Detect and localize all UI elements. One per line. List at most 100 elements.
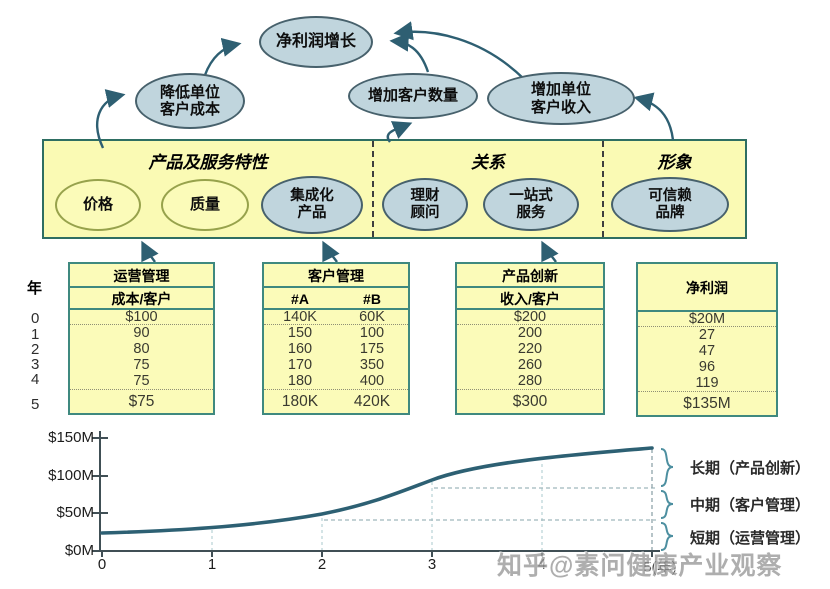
table-product-innovation: 产品创新 收入/客户 $200 200 220 260 280 $300 [455, 262, 605, 415]
table-customer-management: 客户管理 #A #B 140K 60K 150 100 160 175 170 … [262, 262, 410, 415]
band-ellipse-price: 价格 [55, 179, 141, 231]
table-title: 净利润 [638, 264, 776, 312]
annotation-long-term: 长期（产品创新） [690, 460, 811, 477]
table-row: 90 [133, 325, 150, 341]
band-ellipse-quality: 质量 [161, 179, 249, 231]
table-column-headers: #A #B [264, 288, 408, 310]
table-row: 75 [133, 357, 150, 373]
column-header-b: #B [363, 291, 381, 307]
net-profit-line-chart [92, 431, 674, 557]
table-final-row: $135M [638, 391, 776, 415]
cell: 160 [287, 341, 313, 357]
band-section-title: 产品及服务特性 [148, 153, 268, 172]
table-row: 96 [698, 359, 716, 375]
band-section-product-service: 产品及服务特性 [44, 141, 372, 237]
table-row: 200 [517, 325, 543, 341]
table-row: 170 350 [264, 357, 408, 373]
cell: 140K [283, 309, 317, 325]
year-tick: 1 [31, 326, 40, 343]
cell: 350 [359, 357, 385, 373]
year-tick: 2 [31, 341, 40, 358]
y-tick-label: $50M [56, 504, 94, 521]
table-final-row: $300 [457, 389, 603, 413]
arrow-band-to-increase-revenue [633, 92, 675, 141]
arrow-band-to-increase-customers [386, 121, 413, 143]
arrow-increase-customers-to-goal [389, 32, 430, 73]
year-tick: 0 [31, 310, 40, 327]
table-row: 140K 60K [264, 310, 408, 325]
axes [92, 431, 660, 557]
brace-short-term [660, 522, 674, 551]
column-header-a: #A [291, 291, 309, 307]
arrow-operations-table-to-band [141, 240, 159, 263]
arrow-product-table-to-band [541, 240, 559, 263]
table-final-row: $75 [70, 389, 213, 413]
year-axis-label: 年 [27, 280, 43, 297]
y-tick-label: $0M [64, 542, 94, 559]
watermark: 知乎@素问健康产业观察 [497, 552, 783, 580]
driver-ellipse-increase-customers: 增加客户数量 [348, 73, 478, 119]
table-subtitle: 成本/客户 [70, 288, 213, 310]
cell: 400 [359, 373, 385, 389]
cell: 170 [287, 357, 313, 373]
table-row: 150 100 [264, 325, 408, 341]
cell: 175 [359, 341, 385, 357]
table-row: 27 [698, 327, 716, 343]
horizontal-boundary-gridlines [324, 487, 656, 521]
table-row: $100 [70, 310, 213, 325]
band-ellipse-trusted-brand: 可信赖 品牌 [611, 177, 729, 232]
band-section-image: 形象 [602, 141, 745, 237]
x-tick-label: 4 [537, 556, 547, 573]
arrow-customer-table-to-band [322, 240, 340, 263]
cell: 180 [287, 373, 313, 389]
x-tick-label: 2 [317, 556, 327, 573]
cell: 60K [359, 309, 385, 325]
causal-arrows-layer [96, 21, 675, 263]
table-row: 220 [517, 341, 543, 357]
table-row: 260 [517, 357, 543, 373]
x-tick-label: 5(年) [643, 559, 677, 576]
year-tick: 5 [31, 396, 40, 413]
period-braces [660, 448, 674, 551]
arrow-band-to-reduce-cost [96, 89, 126, 149]
table-row: 180 400 [264, 373, 408, 389]
x-tick-label: 1 [207, 556, 217, 573]
table-row: 280 [517, 373, 543, 389]
table-row: 75 [133, 373, 150, 389]
band-section-title: 关系 [471, 153, 505, 172]
x-tick-label: 3 [427, 556, 437, 573]
band-section-relationship: 关系 [372, 141, 602, 237]
table-final-row: 180K 420K [264, 389, 408, 413]
vertical-gridlines [211, 464, 543, 551]
cell: 100 [359, 325, 385, 341]
table-title: 运营管理 [70, 264, 213, 288]
table-row: $200 [457, 310, 603, 325]
cell: 180K [281, 393, 319, 410]
table-operations-management: 运营管理 成本/客户 $100 90 80 75 75 $75 [68, 262, 215, 415]
annotation-short-term: 短期（运营管理） [690, 530, 811, 547]
table-title: 产品创新 [457, 264, 603, 288]
table-net-profit: 净利润 $20M 27 47 96 119 $135M [636, 262, 778, 417]
table-row: 160 175 [264, 341, 408, 357]
year-tick: 4 [31, 371, 40, 388]
arrow-reduce-cost-to-goal [203, 37, 242, 76]
brace-mid-term [660, 490, 674, 519]
table-title: 客户管理 [264, 264, 408, 288]
table-row: 47 [698, 343, 716, 359]
table-subtitle: 收入/客户 [457, 288, 603, 310]
arrow-increase-revenue-to-goal [393, 21, 525, 80]
band-section-title: 形象 [657, 153, 692, 172]
band-ellipse-financial-advisor: 理财 顾问 [382, 178, 468, 231]
net-profit-curve [100, 446, 654, 535]
x-tick-label: 0 [97, 556, 107, 573]
driver-ellipse-increase-unit-revenue: 增加单位 客户收入 [487, 72, 635, 125]
y-tick-label: $150M [48, 429, 94, 446]
y-tick-label: $100M [48, 467, 94, 484]
driver-ellipse-reduce-unit-cost: 降低单位 客户成本 [135, 73, 245, 129]
band-ellipse-integrated-product: 集成化 产品 [261, 176, 363, 234]
table-row: 80 [133, 341, 150, 357]
cell: 150 [287, 325, 313, 341]
table-row: 119 [695, 375, 719, 391]
table-row: $20M [638, 312, 776, 327]
